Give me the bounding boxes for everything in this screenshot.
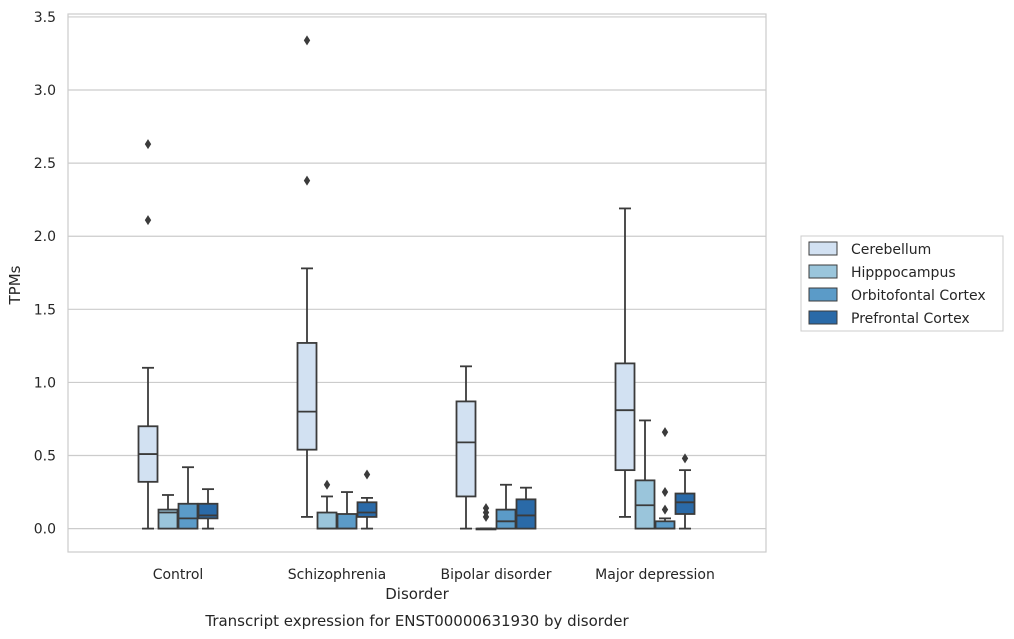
box-iqr	[316, 511, 338, 530]
y-tick-label: 2.5	[34, 156, 56, 172]
gridlines	[68, 16, 766, 530]
outlier-point	[661, 504, 669, 515]
box-prefrontal-cortex	[674, 453, 696, 530]
x-axis-label: Disorder	[385, 585, 449, 603]
legend-label: Prefrontal Cortex	[851, 311, 970, 327]
x-tick-label: Control	[153, 567, 204, 583]
box-iqr	[614, 362, 636, 472]
box-orbitofontal-cortex	[336, 491, 358, 530]
box-cerebellum	[137, 139, 159, 530]
x-tick-label: Major depression	[595, 567, 715, 583]
box-hipppocampus	[475, 503, 497, 531]
box-cerebellum	[296, 35, 318, 518]
y-tick-label: 3.0	[34, 83, 56, 99]
outlier-point	[144, 215, 152, 226]
box-iqr	[515, 498, 537, 530]
box-iqr	[495, 508, 517, 530]
outlier-point	[303, 175, 311, 186]
y-tick-label: 0.0	[34, 522, 56, 538]
y-tick-label: 0.5	[34, 449, 56, 465]
outlier-point	[661, 427, 669, 438]
x-tick-label: Bipolar disorder	[440, 567, 551, 583]
legend-label: Orbitofontal Cortex	[851, 288, 986, 304]
x-tick-label: Schizophrenia	[288, 567, 386, 583]
y-tick-label: 1.0	[34, 375, 56, 391]
box-iqr	[674, 492, 696, 515]
outlier-point	[363, 469, 371, 480]
box-prefrontal-cortex	[356, 469, 378, 530]
box-prefrontal-cortex	[515, 486, 537, 530]
outlier-point	[661, 487, 669, 498]
outlier-point	[303, 35, 311, 46]
box-hipppocampus	[316, 479, 338, 530]
legend-label: Cerebellum	[851, 242, 931, 258]
outlier-point	[482, 503, 490, 514]
legend-swatch	[808, 287, 838, 302]
box-iqr	[177, 502, 199, 530]
box-orbitofontal-cortex	[654, 427, 676, 530]
box-hipppocampus	[634, 419, 656, 530]
box-iqr	[296, 342, 318, 451]
y-tick-label: 1.5	[34, 302, 56, 318]
y-tick-label: 3.5	[34, 10, 56, 26]
y-axis-ticks: 0.0 0.5 1.0 1.5 2.0 2.5 3.0 3.5	[34, 10, 56, 538]
legend-swatch	[808, 310, 838, 325]
legend-swatch	[808, 241, 838, 256]
outlier-point	[323, 479, 331, 490]
box-orbitofontal-cortex	[177, 466, 199, 530]
box-iqr	[356, 501, 378, 518]
box-iqr	[455, 400, 477, 498]
legend: Cerebellum Hipppocampus Orbitofontal Corte…	[800, 235, 1004, 332]
y-axis-label: TPMs	[6, 265, 24, 305]
box-iqr	[336, 513, 358, 530]
box-iqr	[654, 520, 676, 530]
box-prefrontal-cortex	[197, 488, 219, 530]
box-layer	[137, 35, 696, 531]
box-iqr	[157, 508, 179, 530]
outlier-point	[681, 453, 689, 464]
plot-frame	[67, 13, 767, 553]
outlier-point	[144, 139, 152, 150]
x-axis-ticks: Control Schizophrenia Bipolar disorder Majo…	[153, 567, 715, 583]
box-hipppocampus	[157, 494, 179, 530]
chart-caption: Transcript expression for ENST0000063193…	[204, 612, 629, 630]
box-cerebellum	[455, 365, 477, 530]
legend-swatch	[808, 264, 838, 279]
y-tick-label: 2.0	[34, 229, 56, 245]
legend-label: Hipppocampus	[851, 265, 956, 281]
box-cerebellum	[614, 207, 636, 518]
box-orbitofontal-cortex	[495, 483, 517, 530]
